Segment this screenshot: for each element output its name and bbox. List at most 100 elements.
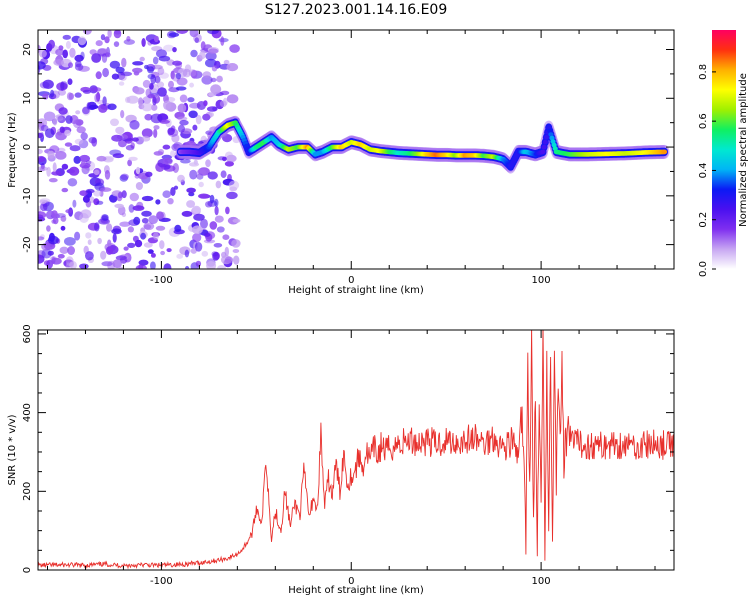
spectrogram-noise-blob [129, 120, 140, 130]
spectrogram-noise-blob [113, 30, 122, 39]
spectrogram-noise-blob [153, 35, 159, 43]
spectrogram-noise-blob [188, 110, 198, 119]
spectrogram-noise-blob [59, 126, 65, 133]
spectrogram-noise-blob [94, 93, 99, 103]
spectrogram-noise-blob [175, 72, 182, 80]
spectrogram-noise-blob [152, 56, 159, 65]
spectrogram-noise-blob [194, 37, 199, 43]
spectrogram-noise-blob [157, 67, 165, 75]
spectrogram-noise-blob [166, 248, 172, 253]
spectrogram-noise-blob [179, 119, 189, 126]
spectrogram-noise-blob [47, 150, 55, 159]
spectrogram-noise-blob [80, 209, 92, 219]
spectrogram-noise-blob [129, 192, 139, 202]
spectrogram-noise-blob [212, 106, 218, 111]
spectrogram-noise-blob [121, 190, 127, 199]
spectrogram-noise-blob [156, 49, 167, 58]
colorbar-label: Normalized spectral amplitude [738, 73, 749, 227]
spectrogram-noise-blob [159, 240, 165, 250]
spectrogram-noise-blob [65, 262, 71, 269]
spectrogram-noise-blob [148, 215, 158, 225]
spectrogram-noise-blob [111, 228, 122, 235]
spectrogram-noise-blob [95, 40, 103, 47]
spectrogram-noise-blob [69, 145, 81, 152]
spectrogram-noise-blob [41, 242, 51, 251]
spectrogram-noise-blob [85, 188, 95, 194]
spectrogram-noise-blob [163, 263, 172, 269]
spectrogram-noise-blob [56, 115, 64, 122]
snr-xlabel: Height of straight line (km) [288, 585, 424, 596]
spectrogram-noise-blob [64, 142, 73, 147]
snr-ytick-label: 400 [22, 403, 33, 422]
spectrogram-xtick-label: 0 [348, 275, 354, 286]
spectrogram-noise-blob [119, 75, 127, 81]
spectrogram-noise-blob [214, 205, 219, 216]
ridge-core [549, 135, 555, 141]
spectrogram-noise-blob [150, 74, 156, 85]
spectrogram-noise-blob [198, 181, 204, 188]
ridge-core [543, 135, 550, 140]
spectrogram-noise-blob [147, 249, 154, 254]
spectrogram-noise-blob [139, 56, 145, 62]
spectrogram-noise-blob [73, 119, 82, 129]
spectrogram-noise-blob [167, 127, 175, 136]
spectrogram-noise-blob [178, 124, 185, 133]
spectrogram-noise-blob [173, 185, 179, 190]
spectrogram-noise-blob [82, 195, 90, 203]
spectrogram-noise-blob [101, 53, 108, 63]
spectrogram-noise-blob [211, 251, 219, 257]
spectrogram-noise-blob [189, 30, 199, 38]
spectrogram-frame [37, 29, 675, 270]
spectrogram-noise-blob [68, 92, 75, 100]
spectrogram-noise-blob [107, 30, 112, 38]
spectrogram-noise-blob [105, 246, 114, 255]
spectrogram-noise-blob [119, 174, 128, 182]
spectrogram-noise-blob [138, 263, 144, 269]
spectrogram-noise-blob [75, 110, 81, 115]
spectrogram-noise-blob [163, 100, 172, 110]
spectrogram-noise-blob [192, 233, 202, 243]
spectrogram-noise-blob [224, 151, 234, 161]
spectrogram-noise-blob [104, 170, 111, 180]
spectrogram-noise-blob [141, 128, 153, 138]
spectrogram-noise-blob [209, 194, 215, 204]
colorbar: 0.0 0.2 0.4 0.6 0.8 Normalized spectral ampl… [698, 30, 749, 277]
spectrogram-noise-blob [38, 49, 47, 58]
ridge-core [547, 128, 553, 134]
spectrogram-noise-blob [207, 30, 219, 35]
snr-frame [37, 329, 675, 571]
spectrogram-noise-blob [96, 200, 104, 205]
spectrogram-noise-blob [50, 89, 55, 98]
spectrogram-noise-blob [96, 155, 107, 162]
spectrogram-noise-blob [88, 137, 97, 144]
spectrogram-noise-blob [115, 66, 125, 74]
spectrogram-noise-blob [107, 103, 117, 111]
spectrogram-noise-blob [51, 210, 58, 218]
spectrogram-noise-blob [188, 192, 195, 197]
snr-line-layer [38, 330, 674, 570]
spectrogram-noise-blob [128, 156, 138, 161]
snr-xtick-label: 0 [348, 576, 354, 587]
spectrogram-noise-blob [212, 252, 220, 261]
spectrogram-noise-blob [127, 242, 136, 248]
spectrogram-noise-blob [133, 87, 145, 95]
spectrogram-noise-blob [51, 219, 56, 224]
spectrogram-noise-blob [225, 206, 230, 215]
spectrogram-noise-blob [200, 218, 208, 229]
spectrogram-noise-blob [102, 67, 109, 78]
spectrogram-noise-blob [134, 239, 143, 248]
spectrogram-noise-blob [79, 154, 91, 163]
spectrogram-noise-blob [205, 201, 213, 208]
spectrogram-noise-blob [104, 36, 110, 44]
spectrogram-noise-blob [110, 118, 119, 127]
spectrogram-noise-blob [210, 84, 222, 95]
spectrogram-noise-blob [69, 47, 76, 58]
spectrogram-noise-blob [189, 169, 198, 180]
spectrogram-noise-blob [38, 148, 43, 155]
spectrogram-noise-blob [38, 211, 47, 219]
colorbar-tick-label: 0.2 [698, 212, 709, 228]
spectrogram-noise-blob [153, 151, 164, 156]
snr-ylabel: SNR (10 * v/v) [7, 414, 18, 485]
